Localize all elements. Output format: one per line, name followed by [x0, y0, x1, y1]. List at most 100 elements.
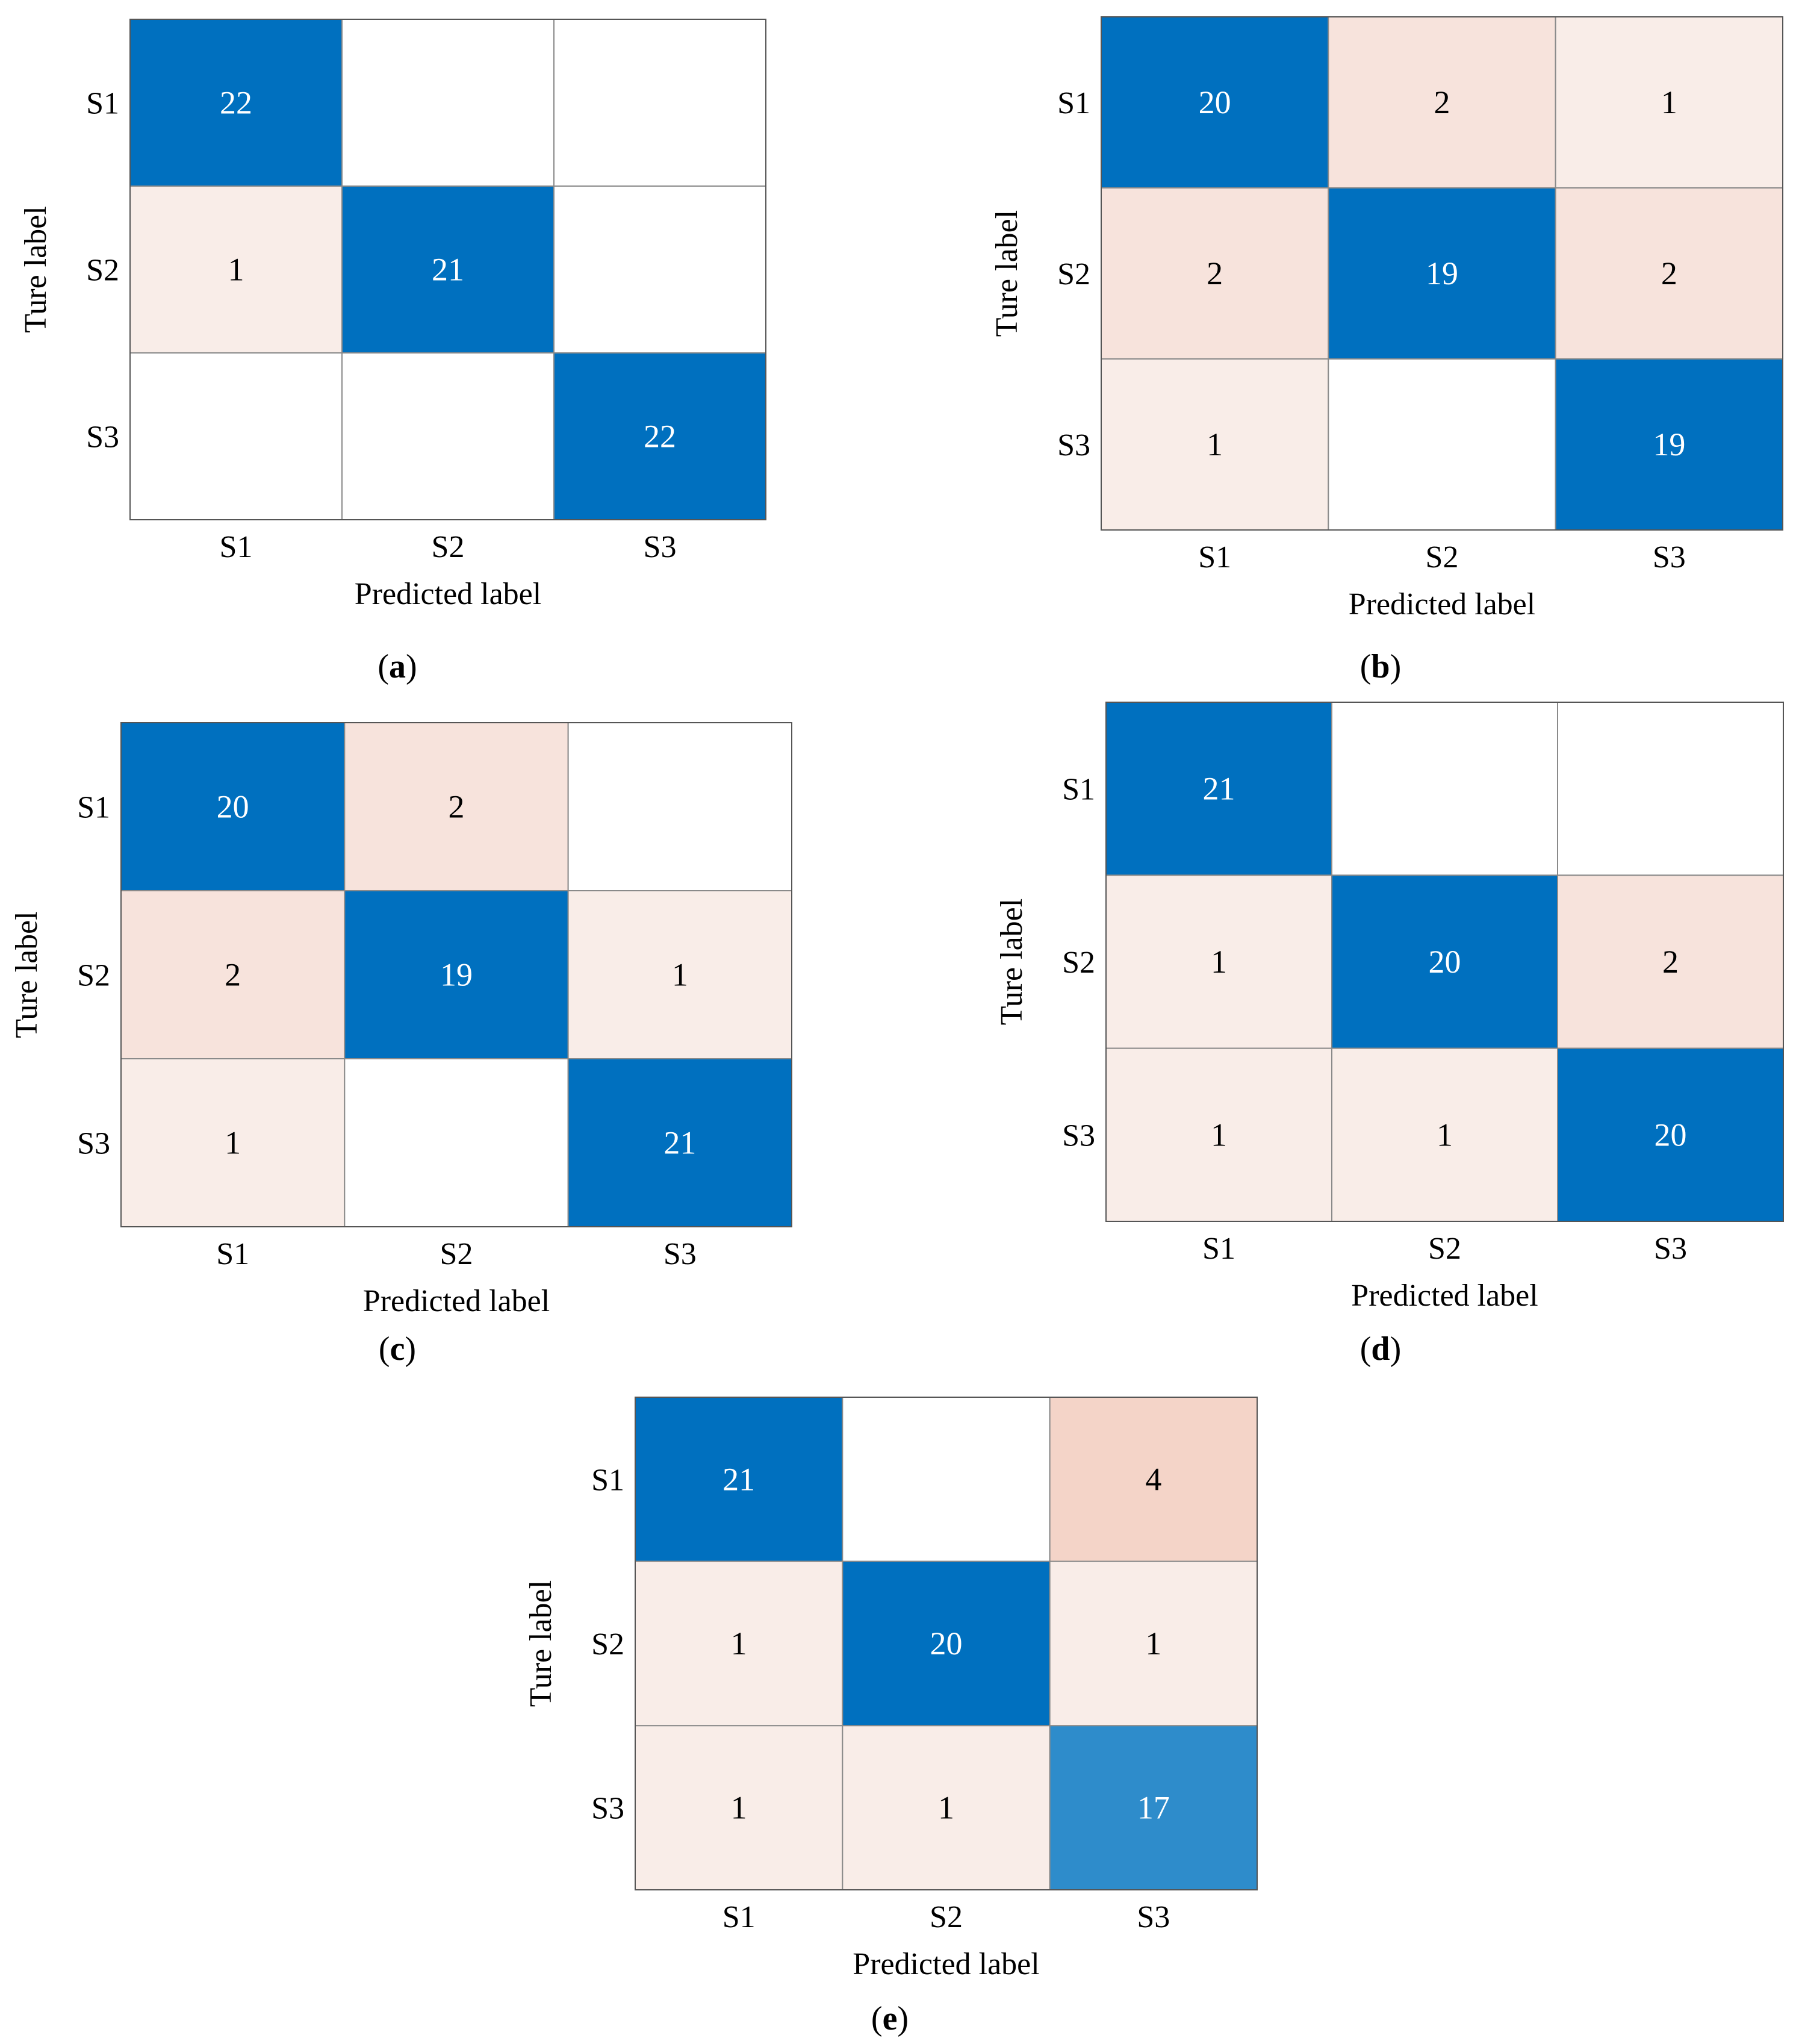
x-tick-label: S1 [722, 1900, 756, 1934]
cell-value-label: 1 [225, 1125, 241, 1161]
matrix-cell [842, 1725, 1051, 1890]
matrix-cell [1328, 358, 1556, 531]
y-tick-label: S3 [591, 1792, 624, 1826]
confusion-matrix-panel-a: 22 1 21 22 S1 S2 S3 S1 S2 S3 Predicted label Ture l… [19, 19, 766, 685]
cell-value-label: 1 [731, 1625, 747, 1662]
matrix-cell [341, 19, 555, 187]
cell-value-label: 21 [663, 1125, 696, 1161]
matrix-cell [1328, 187, 1556, 360]
matrix-cell [1101, 358, 1329, 531]
matrix-cell [1557, 702, 1784, 876]
y-tick-label: S3 [1057, 428, 1090, 463]
x-tick-label: S3 [663, 1237, 697, 1271]
cell-value-label: 1 [938, 1790, 954, 1826]
x-tick-label: S2 [440, 1237, 473, 1271]
matrix-cell [1049, 1560, 1258, 1727]
x-tick-label: S1 [1198, 540, 1231, 575]
matrix-border [1101, 16, 1783, 531]
cell-value-label: 2 [1661, 255, 1677, 291]
cell-value-label: 22 [644, 419, 676, 455]
cell-value-label: 1 [1661, 84, 1677, 120]
cell-value-label: 1 [1207, 426, 1223, 463]
matrix-cell [120, 722, 346, 891]
matrix-cell [635, 1560, 844, 1727]
matrix-cell [1331, 702, 1558, 876]
x-axis-title: Predicted label [355, 577, 541, 611]
panel-caption: (d) [1360, 1330, 1401, 1368]
matrix-cell [344, 890, 569, 1059]
cell-value-label: 4 [1145, 1461, 1161, 1497]
y-tick-label: S3 [1062, 1118, 1095, 1153]
cell-value-label: 1 [228, 252, 244, 288]
x-tick-label: S2 [432, 530, 465, 564]
y-tick-label: S1 [86, 87, 119, 121]
matrix-cell [341, 352, 555, 520]
panel-caption: (c) [379, 1330, 416, 1368]
cell-value-label: 21 [432, 252, 464, 288]
cell-value-label: 2 [1662, 944, 1679, 980]
cell-value-label: 2 [1434, 84, 1450, 120]
matrix-cell [129, 352, 343, 520]
matrix-border [129, 19, 766, 520]
y-tick-label: S3 [86, 420, 119, 455]
matrix-cell [120, 1058, 346, 1227]
matrix-cell [344, 1058, 569, 1227]
matrix-cell [120, 890, 346, 1059]
x-axis-title: Predicted label [363, 1284, 550, 1318]
panel-letter: e [883, 2000, 898, 2037]
cell-value-label: 1 [1211, 944, 1227, 980]
cell-value-label: 20 [1199, 84, 1231, 120]
cell-value-label: 19 [1653, 426, 1685, 463]
x-axis-title: Predicted label [853, 1947, 1039, 1981]
matrix-cell [344, 722, 569, 891]
matrix-cell [567, 890, 793, 1059]
matrix-cell [129, 185, 343, 354]
x-tick-label: S2 [1426, 540, 1459, 575]
cell-value-label: 1 [1211, 1117, 1227, 1153]
matrix-cell [1557, 1047, 1784, 1222]
y-axis-title: Ture label [995, 899, 1029, 1025]
matrix-cell [842, 1560, 1051, 1727]
matrix-cell [1331, 874, 1558, 1049]
y-tick-label: S1 [591, 1463, 624, 1497]
panel-letter: a [389, 648, 406, 685]
y-tick-label: S1 [1057, 86, 1090, 120]
y-tick-label: S2 [86, 254, 119, 288]
y-tick-label: S2 [77, 959, 110, 993]
y-tick-label: S3 [77, 1127, 110, 1161]
cell-value-label: 17 [1137, 1790, 1170, 1826]
cell-value-label: 2 [449, 789, 465, 825]
matrix-cell [1328, 16, 1556, 189]
cell-value-label: 20 [930, 1625, 963, 1662]
x-tick-label: S2 [930, 1900, 963, 1934]
cell-value-label: 21 [722, 1461, 755, 1497]
matrix-cell [567, 1058, 793, 1227]
matrix-cell [567, 722, 793, 891]
panel-caption: (b) [1360, 648, 1401, 685]
cell-value-label: 20 [217, 789, 249, 825]
panel-caption: (e) [871, 2000, 909, 2037]
panel-caption: (a) [378, 648, 417, 685]
cell-value-label: 21 [1203, 771, 1235, 807]
matrix-cell [1555, 187, 1784, 360]
matrix-cell [1557, 874, 1784, 1049]
cell-value-label: 1 [672, 957, 688, 993]
matrix-cell [1105, 702, 1332, 876]
matrix-border [120, 722, 792, 1227]
x-axis-title: Predicted label [1351, 1279, 1538, 1313]
panel-letter: d [1371, 1330, 1390, 1368]
matrix-cell [1331, 1047, 1558, 1222]
confusion-matrix-panel-e: 21 4 1 20 1 1 1 17 S1 S2 S3 S1 S2 S3 Predicted label Tu… [524, 1397, 1258, 2037]
matrix-cell [553, 185, 766, 354]
x-axis-title: Predicted label [1349, 587, 1535, 622]
x-tick-label: S1 [220, 530, 253, 564]
x-tick-label: S3 [1653, 540, 1686, 575]
matrix-cell [1555, 358, 1784, 531]
cell-value-label: 2 [1207, 255, 1223, 291]
matrix-border [1105, 702, 1784, 1222]
cell-value-label: 20 [1655, 1117, 1687, 1153]
x-tick-label: S1 [216, 1237, 249, 1271]
x-tick-label: S3 [1654, 1232, 1687, 1266]
